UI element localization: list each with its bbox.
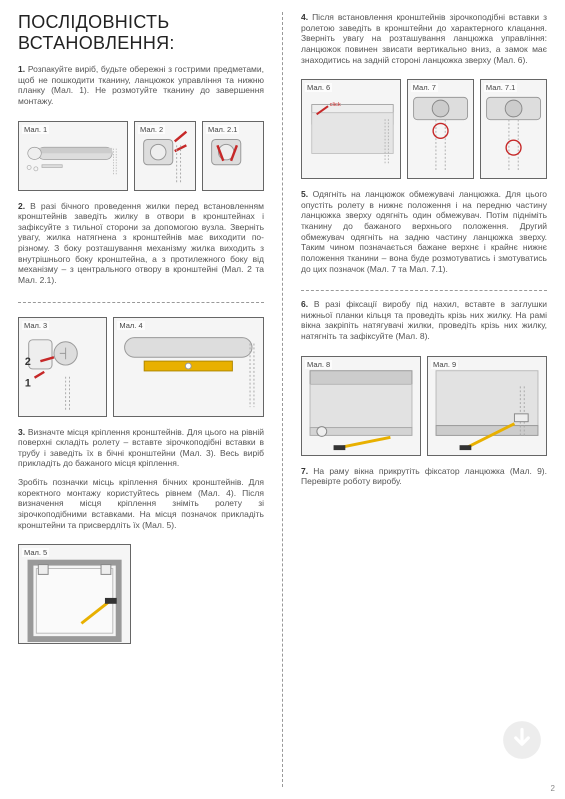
figure-5: Мал. 5 xyxy=(18,544,131,644)
page: ПОСЛІДОВНІСТЬ ВСТАНОВЛЕННЯ: 1. Розпакуйт… xyxy=(0,0,565,799)
figure-2: Мал. 2 xyxy=(134,121,196,191)
fig-row-1: Мал. 1 Мал. 2 xyxy=(18,121,264,191)
svg-text:click: click xyxy=(330,102,341,108)
hr-right xyxy=(301,290,547,291)
figure-21: Мал. 2.1 xyxy=(202,121,264,191)
fig-row-4: Мал. 6 click Мал. 7 xyxy=(301,79,547,179)
fig-row-5: Мал. 8 Мал. 9 xyxy=(301,356,547,456)
step4-body: Після встановлення кронштейнів зірочкопо… xyxy=(301,12,547,65)
left-column: ПОСЛІДОВНІСТЬ ВСТАНОВЛЕННЯ: 1. Розпакуйт… xyxy=(18,12,264,787)
watermark-icon xyxy=(501,719,543,761)
figure-1: Мал. 1 xyxy=(18,121,128,191)
step3-body: Визначте місця кріплення кронштейнів. Дл… xyxy=(18,427,264,469)
figure-9: Мал. 9 xyxy=(427,356,547,456)
fig4-svg xyxy=(114,318,263,416)
step3b-text: Зробіть позначки місць кріплення бічних … xyxy=(18,477,264,530)
page-title: ПОСЛІДОВНІСТЬ ВСТАНОВЛЕННЯ: xyxy=(18,12,264,54)
fig3-svg: 2 1 xyxy=(19,318,106,416)
step6-text: 6. В разі фіксації виробу під нахил, вст… xyxy=(301,299,547,342)
figure-3: Мал. 3 2 1 xyxy=(18,317,107,417)
step1-body: Розпакуйте виріб, будьте обережні з гост… xyxy=(18,64,264,106)
fig5-svg xyxy=(19,545,130,643)
fig21-svg xyxy=(203,122,263,190)
fig8-svg xyxy=(302,357,420,455)
fig2-svg xyxy=(135,122,195,190)
fig-row-3: Мал. 5 xyxy=(18,544,264,644)
figure-7: Мал. 7 xyxy=(407,79,474,179)
column-divider xyxy=(282,12,283,787)
step1-text: 1. Розпакуйте виріб, будьте обережні з г… xyxy=(18,64,264,107)
fig-row-2: Мал. 3 2 1 Мал. 4 xyxy=(18,317,264,417)
step2-text: 2. В разі бічного проведення жилки перед… xyxy=(18,201,264,286)
step2-body: В разі бічного проведення жилки перед вс… xyxy=(18,201,264,285)
svg-text:1: 1 xyxy=(25,377,31,389)
right-column: 4. Після встановлення кронштейнів зірочк… xyxy=(301,12,547,787)
step5-text: 5. Одягніть на ланцюжок обмежувачі ланцю… xyxy=(301,189,547,274)
fig7-svg xyxy=(408,80,473,178)
step6-body: В разі фіксації виробу під нахил, вставт… xyxy=(301,299,547,341)
figure-8: Мал. 8 xyxy=(301,356,421,456)
step7-text: 7. На раму вікна прикрутіть фіксатор лан… xyxy=(301,466,547,487)
fig6-svg: click xyxy=(302,80,400,178)
step7-body: На раму вікна прикрутіть фіксатор ланцюж… xyxy=(301,466,547,487)
step3-text: 3. Визначте місця кріплення кронштейнів.… xyxy=(18,427,264,470)
fig9-svg xyxy=(428,357,546,455)
figure-4: Мал. 4 xyxy=(113,317,264,417)
step3b-body: Зробіть позначки місць кріплення бічних … xyxy=(18,477,264,530)
page-number: 2 xyxy=(551,784,555,793)
step4-text: 4. Після встановлення кронштейнів зірочк… xyxy=(301,12,547,65)
step5-body: Одягніть на ланцюжок обмежувачі ланцюжка… xyxy=(301,189,547,273)
figure-71: Мал. 7.1 xyxy=(480,79,547,179)
figure-6: Мал. 6 click xyxy=(301,79,401,179)
fig71-svg xyxy=(481,80,546,178)
svg-text:2: 2 xyxy=(25,356,31,368)
hr-left xyxy=(18,302,264,303)
fig1-svg xyxy=(19,122,127,190)
